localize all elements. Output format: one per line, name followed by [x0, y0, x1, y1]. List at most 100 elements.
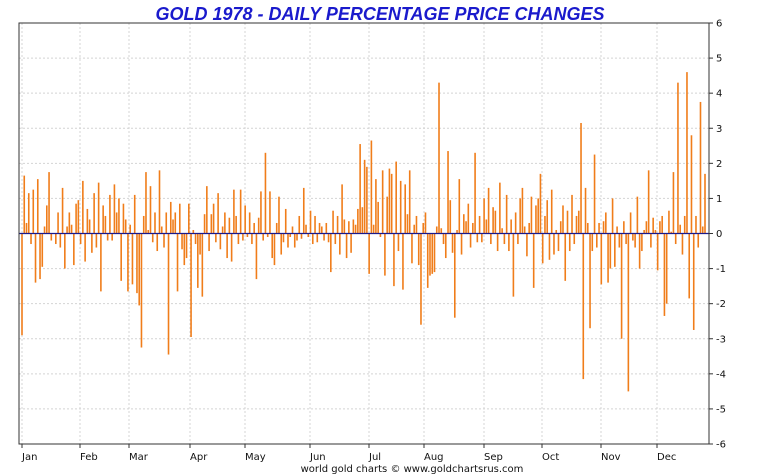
- bar: [318, 222, 321, 234]
- bar: [345, 233, 348, 259]
- bar: [127, 233, 129, 292]
- bar: [296, 233, 298, 241]
- bar: [620, 233, 623, 339]
- bar: [185, 233, 188, 259]
- bar: [73, 233, 75, 266]
- bar: [697, 233, 700, 248]
- bar: [600, 233, 603, 285]
- bar: [115, 212, 118, 234]
- bar: [417, 233, 420, 266]
- bar: [289, 233, 292, 238]
- bar: [192, 229, 195, 234]
- bar: [591, 233, 594, 252]
- bar: [548, 233, 551, 260]
- bar: [636, 196, 639, 234]
- bar: [399, 180, 402, 234]
- x-tick-label: Nov: [601, 452, 621, 463]
- bar: [323, 233, 325, 241]
- bar: [695, 215, 697, 234]
- bar: [158, 170, 161, 234]
- bar: [140, 233, 143, 348]
- bar: [156, 233, 159, 252]
- bar: [361, 207, 364, 234]
- bar: [623, 221, 625, 234]
- bar: [381, 170, 384, 234]
- bar: [113, 184, 116, 234]
- bar: [638, 233, 641, 269]
- bar: [517, 233, 519, 245]
- bar: [397, 233, 400, 252]
- bar: [487, 187, 490, 234]
- bar: [316, 233, 319, 243]
- bar: [546, 200, 549, 234]
- bar: [440, 228, 443, 234]
- bar: [354, 224, 357, 234]
- x-tick-label: Sep: [484, 452, 503, 463]
- y-tick-label: -3: [716, 334, 726, 345]
- bar: [420, 233, 422, 325]
- bar: [571, 194, 573, 234]
- bar: [690, 135, 693, 234]
- bar: [494, 210, 497, 234]
- bar: [206, 186, 208, 234]
- bar: [147, 229, 150, 234]
- bar: [413, 224, 416, 234]
- bar: [683, 215, 686, 234]
- bar: [496, 233, 499, 252]
- bar: [704, 173, 706, 234]
- bar: [363, 159, 366, 234]
- bar: [645, 221, 648, 234]
- y-tick-label: 1: [716, 194, 722, 205]
- x-tick-label: May: [245, 452, 266, 463]
- bar: [654, 229, 657, 234]
- x-tick-label: Mar: [129, 452, 149, 463]
- bar: [602, 221, 605, 234]
- bar: [239, 189, 242, 234]
- bar: [483, 198, 485, 234]
- bar: [302, 187, 305, 234]
- bar: [275, 222, 278, 234]
- bar: [30, 233, 32, 245]
- bar: [472, 222, 474, 234]
- bar: [661, 215, 663, 234]
- bar: [217, 193, 219, 234]
- bar: [46, 205, 48, 234]
- bar: [456, 229, 458, 234]
- bar: [559, 221, 562, 234]
- bar: [453, 233, 456, 318]
- bar: [300, 233, 303, 239]
- bar: [224, 212, 226, 234]
- bar: [271, 233, 274, 259]
- y-tick-label: -5: [716, 404, 726, 415]
- bar: [650, 233, 652, 248]
- bar: [120, 233, 122, 281]
- bar: [663, 233, 666, 316]
- bar: [325, 222, 328, 234]
- bar: [84, 233, 86, 262]
- bar: [79, 233, 82, 245]
- bar: [244, 205, 246, 234]
- bar: [647, 170, 650, 234]
- bar: [208, 233, 210, 252]
- bar: [573, 233, 576, 245]
- bar: [34, 233, 37, 283]
- bar: [280, 233, 283, 255]
- bar: [36, 179, 39, 234]
- bar: [21, 233, 23, 336]
- bar: [251, 233, 253, 245]
- bar: [519, 198, 521, 234]
- bar: [679, 224, 681, 234]
- bar: [505, 194, 508, 234]
- bar: [668, 210, 670, 234]
- y-tick-label: 2: [716, 159, 722, 170]
- bar: [321, 226, 323, 234]
- bar: [142, 215, 145, 234]
- bar: [431, 233, 434, 274]
- bar: [384, 233, 386, 276]
- bar: [327, 233, 330, 243]
- bar: [309, 210, 312, 234]
- bar: [174, 212, 177, 234]
- bar: [199, 233, 201, 255]
- bar: [609, 233, 612, 269]
- bar: [32, 189, 35, 234]
